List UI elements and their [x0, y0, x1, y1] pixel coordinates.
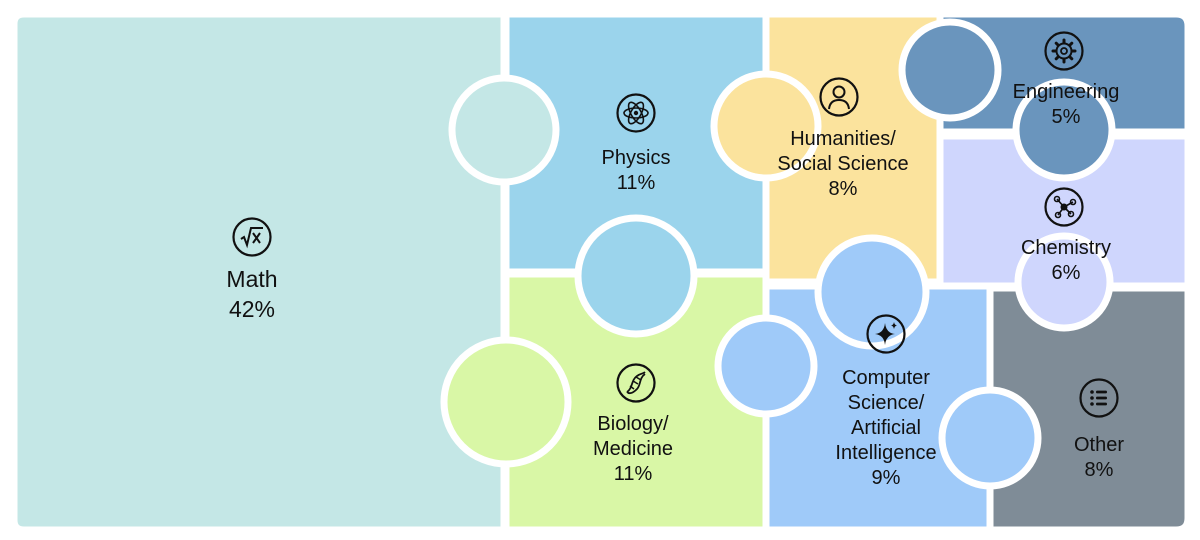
label-chemistry: Chemistry 6%: [1021, 236, 1111, 286]
category-name: Other: [1073, 434, 1125, 456]
knob-cs-into-other: [938, 386, 1042, 490]
piece-math: [10, 10, 508, 534]
category-name: Math: [226, 266, 278, 292]
category-percent: 8%: [828, 178, 858, 200]
category-name-line: Medicine: [592, 438, 674, 460]
molecule-icon: [1043, 186, 1085, 228]
category-percent: 42%: [228, 296, 276, 322]
gear-icon: [1043, 30, 1085, 72]
piece-engineering: [936, 10, 1192, 136]
category-name-line: Humanities/: [790, 128, 896, 150]
list-icon: [1078, 377, 1120, 419]
category-percent: 6%: [1051, 262, 1081, 284]
dna-icon: [615, 362, 657, 404]
category-percent: 11%: [616, 172, 656, 194]
label-cs: Computer Science/ Artificial Intelligenc…: [835, 366, 936, 491]
label-math: Math 42%: [226, 264, 277, 324]
knob-math-into-physics: [448, 74, 560, 186]
category-name-line: Social Science: [777, 153, 909, 175]
knob-cs-into-biology: [714, 314, 818, 418]
category-name-line: Artificial: [850, 417, 921, 439]
category-percent: 9%: [871, 467, 901, 489]
label-other: Other 8%: [1074, 433, 1124, 483]
knob-biology-into-math: [440, 336, 572, 468]
label-engineering: Engineering 5%: [1013, 80, 1120, 130]
category-percent: 11%: [613, 463, 653, 485]
knob-engineering-into-humanities: [898, 18, 1002, 122]
knob-humanities-into-physics: [710, 70, 822, 182]
category-name: Physics: [601, 147, 671, 169]
atom-icon: [615, 92, 657, 134]
category-name-line: Biology/: [597, 413, 669, 435]
category-percent: 8%: [1084, 459, 1114, 481]
knob-physics-into-biology: [574, 214, 698, 338]
person-icon: [818, 76, 860, 118]
category-name: Chemistry: [1020, 237, 1112, 259]
category-percent: 5%: [1051, 106, 1081, 128]
category-name-line: Science/: [847, 392, 925, 414]
label-biology: Biology/ Medicine 11%: [593, 412, 673, 487]
piece-other: [986, 284, 1192, 534]
knob-chemistry-into-other: [1014, 232, 1114, 332]
square-root-icon: [231, 216, 273, 258]
category-name: Engineering: [1012, 81, 1120, 103]
category-name-line: Computer: [842, 367, 930, 389]
label-physics: Physics 11%: [602, 146, 671, 196]
category-name-line: Intelligence: [835, 442, 937, 464]
label-humanities: Humanities/ Social Science 8%: [777, 127, 908, 202]
knob-engineering-into-chemistry: [1012, 78, 1116, 182]
sparkle-icon: [865, 313, 907, 355]
